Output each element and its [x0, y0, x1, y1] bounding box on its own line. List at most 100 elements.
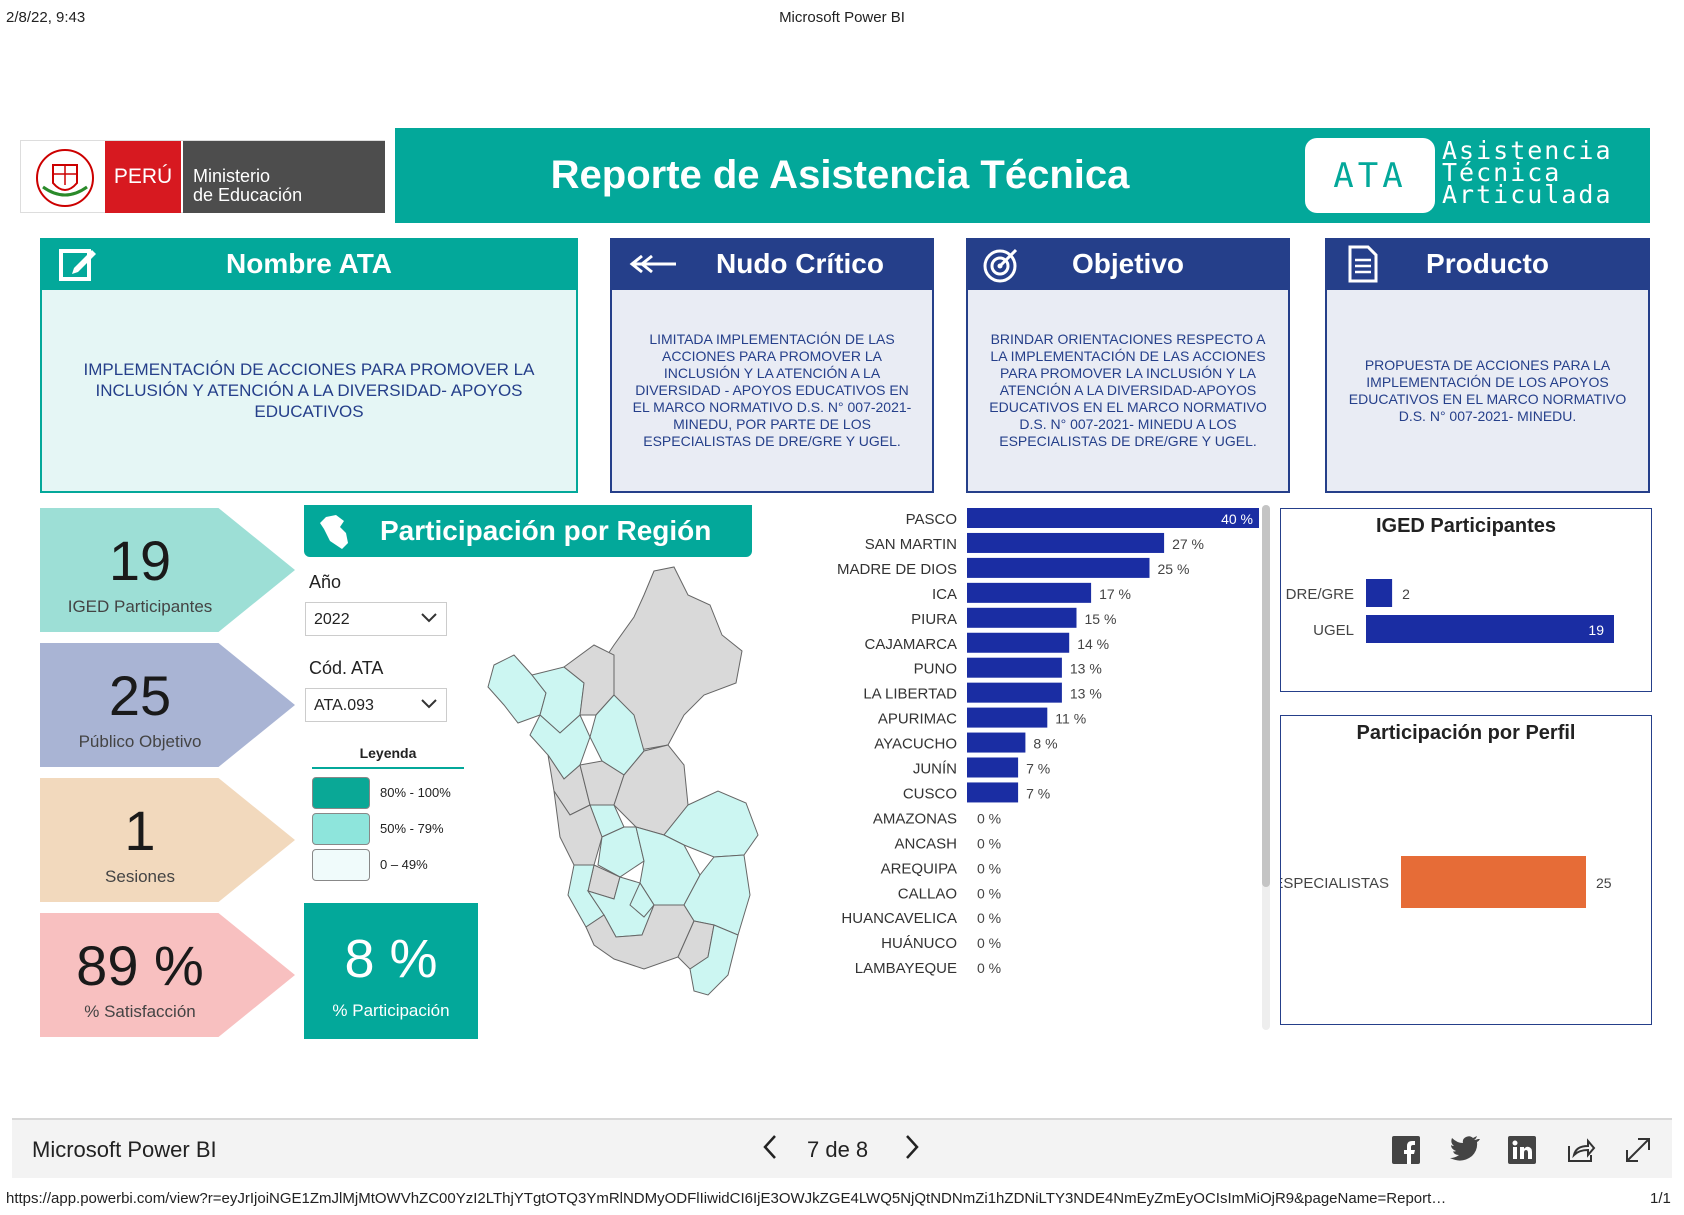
- ministry-line-2: de Educación: [193, 185, 303, 205]
- region-bar-value: 13 %: [1070, 686, 1102, 702]
- linkedin-icon[interactable]: [1508, 1136, 1536, 1169]
- ata-sub-line-3: Articulada: [1442, 180, 1613, 209]
- region-bar: [967, 607, 1077, 628]
- legend-item: 50% - 79%: [312, 811, 464, 847]
- card-nombre-header: Nombre ATA: [40, 238, 578, 290]
- code-dropdown[interactable]: ATA.093: [305, 688, 447, 722]
- year-filter-label: Año: [309, 572, 342, 592]
- card-nombre-text: IMPLEMENTACIÓN DE ACCIONES PARA PROMOVER…: [40, 290, 578, 493]
- map-region-tacna: [689, 924, 739, 996]
- iged-chart-title: IGED Participantes: [1375, 515, 1557, 537]
- card-producto-title: Producto: [1426, 248, 1549, 279]
- region-bar-label: LAMBAYEQUE: [855, 960, 957, 977]
- legend-label: 0 – 49%: [380, 857, 428, 872]
- region-bar-label: AMAZONAS: [873, 810, 957, 827]
- iged-chart-svg: DRE/GRE 2 UGEL 19: [1286, 579, 1614, 643]
- region-bar-label: ANCASH: [894, 835, 957, 852]
- twitter-icon[interactable]: [1450, 1134, 1480, 1167]
- region-bar: [967, 632, 1070, 653]
- region-bar: [967, 682, 1062, 703]
- map-region-north: [593, 566, 743, 752]
- card-producto: Producto PROPUESTA DE ACCIONES PARA LA I…: [1325, 238, 1650, 493]
- chart-scrollbar[interactable]: [1262, 505, 1270, 1030]
- report-title: Reporte de Asistencia Técnica: [550, 153, 1130, 197]
- ministry-line-1: Ministerio: [193, 166, 271, 186]
- region-bar-value: 0 %: [977, 835, 1001, 851]
- iged-bar-label: DRE/GRE: [1286, 586, 1354, 603]
- iged-bar-value: 19: [1588, 622, 1604, 638]
- region-bar-value: 0 %: [977, 885, 1001, 901]
- print-datetime: 2/8/22, 9:43: [6, 9, 86, 26]
- peru-map-icon: [320, 513, 354, 556]
- participation-label: % Participación: [332, 1001, 450, 1020]
- perfil-bar-label: ESPECIALISTAS: [1281, 875, 1389, 892]
- region-bar-label: SAN MARTIN: [865, 536, 957, 553]
- participation-card: 8 % % Participación: [304, 903, 478, 1039]
- card-nombre-title: Nombre ATA: [226, 248, 392, 279]
- region-bar-label: PUNO: [914, 661, 957, 678]
- legend-item: 80% - 100%: [312, 775, 464, 811]
- year-dropdown[interactable]: 2022: [305, 602, 447, 636]
- map-region-arequipa: [585, 904, 695, 970]
- region-bar-label: LA LIBERTAD: [863, 686, 957, 703]
- kpi-sesiones-value: 1: [124, 799, 156, 862]
- chevron-down-icon: [420, 697, 438, 715]
- region-bar-label: AREQUIPA: [881, 860, 957, 877]
- region-bar-value: 17 %: [1099, 586, 1131, 602]
- region-bar-value: 15 %: [1085, 611, 1117, 627]
- map-region-piura: [487, 654, 547, 724]
- card-nudo-header: Nudo Crítico: [610, 238, 934, 290]
- legend-title: Leyenda: [312, 745, 464, 769]
- ministry-name: Ministerio de Educación: [183, 141, 385, 213]
- region-bar-label: ICA: [932, 586, 957, 603]
- powerbi-footer: Microsoft Power BI 7 de 8: [12, 1118, 1672, 1178]
- chart-scrollbar-thumb[interactable]: [1262, 505, 1270, 887]
- map-region-apurimac: [629, 881, 655, 918]
- kpi-satisfaccion-label: % Satisfacción: [84, 1002, 196, 1021]
- region-bar-value: 0 %: [977, 910, 1001, 926]
- card-nudo-title: Nudo Crítico: [716, 248, 884, 279]
- iged-bar: [1366, 579, 1393, 607]
- kpi-sesiones: 1 Sesiones: [40, 778, 295, 902]
- region-bar-label: HUÁNUCO: [881, 935, 957, 952]
- region-bar-label: APURIMAC: [878, 711, 957, 728]
- ata-logo: ATA: [1305, 138, 1435, 213]
- peru-region-map[interactable]: [474, 565, 794, 1025]
- card-objetivo-text: BRINDAR ORIENTACIONES RESPECTO A LA IMPL…: [966, 290, 1290, 493]
- region-bar-value: 11 %: [1055, 711, 1086, 727]
- region-bar-value: 27 %: [1172, 536, 1204, 552]
- legend-label: 80% - 100%: [380, 785, 451, 800]
- footer-brand: Microsoft Power BI: [32, 1137, 217, 1162]
- target-icon: [982, 246, 1020, 291]
- next-page-icon[interactable]: [902, 1132, 922, 1169]
- card-nombre-ata: Nombre ATA IMPLEMENTACIÓN DE ACCIONES PA…: [40, 238, 578, 493]
- ata-sub-line-2: Técnica: [1442, 158, 1562, 187]
- region-bar-value: 0 %: [977, 960, 1001, 976]
- fullscreen-icon[interactable]: [1624, 1136, 1652, 1169]
- map-legend: Leyenda 80% - 100% 50% - 79% 0 – 49%: [312, 745, 464, 883]
- kpi-sesiones-label: Sesiones: [105, 867, 175, 886]
- region-bar-value: 7 %: [1026, 761, 1050, 777]
- code-dropdown-value: ATA.093: [314, 697, 374, 714]
- region-bar: [967, 757, 1019, 778]
- rewind-icon: [628, 250, 680, 285]
- page-indicator: 7 de 8: [807, 1137, 869, 1162]
- ata-logo-subtitle: Asistencia Técnica Articulada: [1442, 138, 1613, 209]
- perfil-chart-title: Participación por Perfil: [1356, 722, 1576, 744]
- share-icon[interactable]: [1566, 1136, 1596, 1169]
- region-bar-value: 0 %: [977, 935, 1001, 951]
- year-dropdown-value: 2022: [314, 611, 350, 628]
- iged-bar-label: UGEL: [1313, 622, 1354, 639]
- kpi-publico-label: Público Objetivo: [78, 732, 202, 751]
- region-bar: [967, 657, 1062, 678]
- participation-value: 8 %: [344, 929, 438, 989]
- print-title: Microsoft Power BI: [779, 9, 905, 26]
- region-bar-label: PIURA: [911, 611, 957, 628]
- region-bar: [967, 732, 1026, 753]
- facebook-icon[interactable]: [1392, 1136, 1420, 1169]
- region-bar-value: 13 %: [1070, 661, 1102, 677]
- card-objetivo: Objetivo BRINDAR ORIENTACIONES RESPECTO …: [966, 238, 1290, 493]
- kpi-publico-value: 25: [108, 664, 172, 727]
- prev-page-icon[interactable]: [760, 1132, 780, 1169]
- region-bar-value: 8 %: [1033, 736, 1057, 752]
